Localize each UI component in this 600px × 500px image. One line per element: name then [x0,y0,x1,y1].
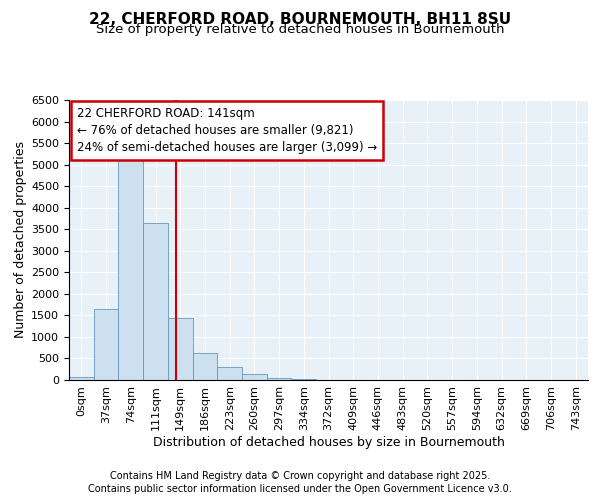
Bar [94,309,118,380]
Text: 22, CHERFORD ROAD, BOURNEMOUTH, BH11 8SU: 22, CHERFORD ROAD, BOURNEMOUTH, BH11 8SU [89,12,511,28]
Bar [242,374,267,380]
Bar [143,223,168,380]
Bar [118,160,143,380]
Bar [267,378,292,380]
X-axis label: Distribution of detached houses by size in Bournemouth: Distribution of detached houses by size … [152,436,505,448]
Text: Size of property relative to detached houses in Bournemouth: Size of property relative to detached ho… [96,22,504,36]
Text: Contains public sector information licensed under the Open Government Licence v3: Contains public sector information licen… [88,484,512,494]
Text: 22 CHERFORD ROAD: 141sqm
← 76% of detached houses are smaller (9,821)
24% of sem: 22 CHERFORD ROAD: 141sqm ← 76% of detach… [77,107,377,154]
Bar [193,354,217,380]
Y-axis label: Number of detached properties: Number of detached properties [14,142,27,338]
Text: Contains HM Land Registry data © Crown copyright and database right 2025.: Contains HM Land Registry data © Crown c… [110,471,490,481]
Bar [168,318,193,380]
Bar [217,366,242,380]
Bar [69,377,94,380]
